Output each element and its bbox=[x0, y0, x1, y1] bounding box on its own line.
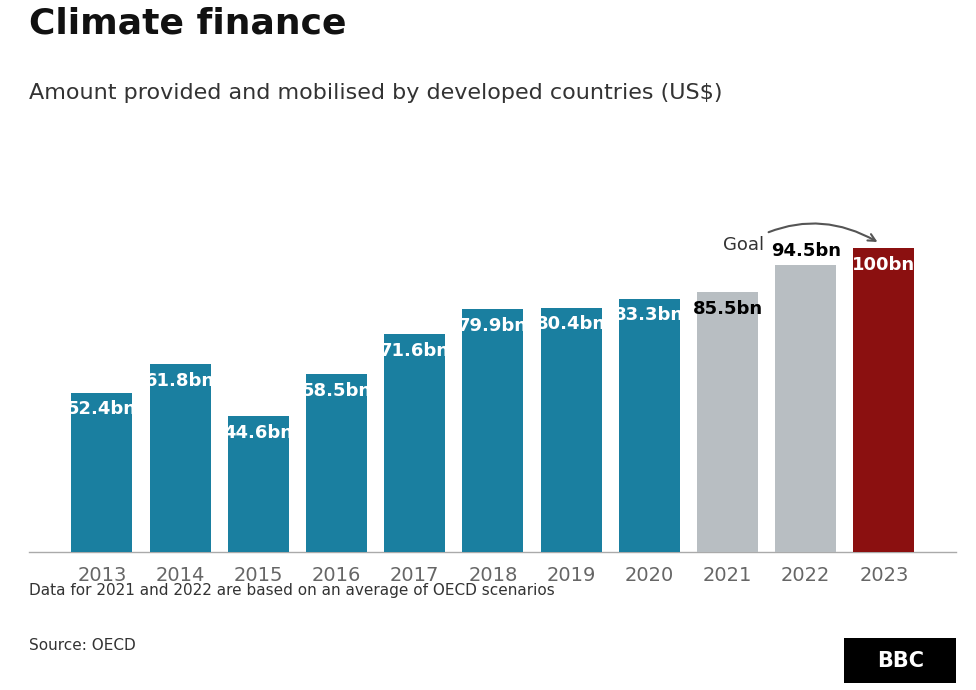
Bar bbox=[463, 309, 523, 552]
Text: 79.9bn: 79.9bn bbox=[458, 317, 528, 335]
Bar bbox=[619, 299, 679, 552]
Bar bbox=[71, 393, 133, 552]
Text: 61.8bn: 61.8bn bbox=[145, 372, 215, 390]
Bar bbox=[541, 308, 601, 552]
Text: Climate finance: Climate finance bbox=[29, 7, 346, 41]
Text: 58.5bn: 58.5bn bbox=[302, 382, 372, 400]
Bar bbox=[385, 334, 445, 552]
Text: 52.4bn: 52.4bn bbox=[67, 400, 137, 418]
Text: 44.6bn: 44.6bn bbox=[224, 424, 294, 442]
Bar bbox=[227, 416, 289, 552]
Text: 71.6bn: 71.6bn bbox=[380, 342, 450, 360]
Text: Source: OECD: Source: OECD bbox=[29, 638, 136, 653]
Bar bbox=[149, 364, 211, 552]
Text: 80.4bn: 80.4bn bbox=[536, 315, 606, 333]
Bar bbox=[775, 265, 836, 552]
Text: 85.5bn: 85.5bn bbox=[692, 299, 762, 317]
Text: Data for 2021 and 2022 are based on an average of OECD scenarios: Data for 2021 and 2022 are based on an a… bbox=[29, 583, 555, 598]
Text: 100bn: 100bn bbox=[852, 255, 915, 273]
Text: 83.3bn: 83.3bn bbox=[614, 306, 684, 324]
Bar bbox=[306, 374, 367, 552]
Bar bbox=[853, 248, 915, 552]
Bar bbox=[697, 292, 758, 552]
Text: BBC: BBC bbox=[876, 651, 924, 671]
Text: 94.5bn: 94.5bn bbox=[771, 242, 840, 260]
Text: Amount provided and mobilised by developed countries (US$): Amount provided and mobilised by develop… bbox=[29, 83, 723, 103]
Text: Goal: Goal bbox=[722, 224, 875, 254]
